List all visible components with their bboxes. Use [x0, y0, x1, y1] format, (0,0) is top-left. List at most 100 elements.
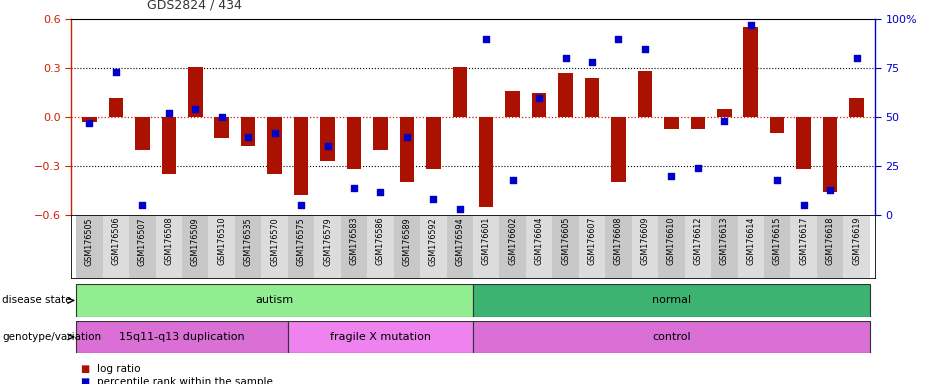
Point: [240, 134, 255, 140]
Point: [82, 120, 97, 126]
Text: GSM176602: GSM176602: [508, 217, 517, 265]
Text: control: control: [652, 332, 691, 342]
Text: GSM176617: GSM176617: [799, 217, 808, 265]
Bar: [770, 117, 784, 134]
Text: GSM176509: GSM176509: [191, 217, 200, 266]
Point: [214, 114, 229, 120]
Point: [585, 59, 600, 65]
Bar: [188, 66, 202, 117]
Bar: [452, 66, 467, 117]
Point: [134, 202, 149, 208]
Text: GSM176615: GSM176615: [773, 217, 781, 265]
Point: [293, 202, 308, 208]
Bar: [605, 215, 632, 278]
Point: [797, 202, 812, 208]
Bar: [82, 117, 96, 122]
Point: [822, 187, 837, 193]
Bar: [77, 284, 473, 317]
Text: fragile X mutation: fragile X mutation: [330, 332, 431, 342]
Bar: [208, 215, 235, 278]
Bar: [505, 91, 520, 117]
Bar: [235, 215, 261, 278]
Bar: [797, 117, 811, 169]
Point: [161, 110, 176, 116]
Text: GSM176510: GSM176510: [218, 217, 226, 265]
Point: [505, 177, 520, 183]
Point: [558, 55, 573, 61]
Bar: [823, 117, 837, 192]
Text: GSM176507: GSM176507: [138, 217, 147, 266]
Bar: [473, 215, 499, 278]
Bar: [130, 215, 155, 278]
Text: autism: autism: [255, 295, 293, 306]
Bar: [611, 117, 625, 182]
Bar: [691, 117, 705, 129]
Bar: [685, 215, 711, 278]
Text: GSM176583: GSM176583: [349, 217, 359, 265]
Text: GSM176618: GSM176618: [826, 217, 834, 265]
Bar: [321, 117, 335, 161]
Text: GSM176619: GSM176619: [852, 217, 861, 265]
Bar: [638, 71, 652, 117]
Bar: [473, 321, 869, 353]
Text: GSM176604: GSM176604: [534, 217, 544, 265]
Bar: [744, 27, 758, 117]
Point: [426, 196, 441, 202]
Point: [346, 185, 361, 191]
Text: GSM176508: GSM176508: [165, 217, 173, 265]
Point: [691, 165, 706, 171]
Bar: [658, 215, 685, 278]
Point: [479, 36, 494, 42]
Point: [320, 144, 335, 150]
Point: [638, 46, 653, 52]
Bar: [499, 215, 526, 278]
Bar: [552, 215, 579, 278]
Bar: [717, 109, 731, 117]
Point: [744, 22, 759, 28]
Bar: [632, 215, 658, 278]
Text: GSM176589: GSM176589: [402, 217, 412, 266]
Point: [849, 55, 864, 61]
Text: 15q11-q13 duplication: 15q11-q13 duplication: [119, 332, 245, 342]
Bar: [103, 215, 130, 278]
Text: normal: normal: [652, 295, 691, 306]
Bar: [155, 215, 182, 278]
Bar: [447, 215, 473, 278]
Bar: [711, 215, 738, 278]
Bar: [109, 98, 123, 117]
Bar: [850, 98, 864, 117]
Point: [611, 36, 626, 42]
Point: [187, 106, 202, 113]
Bar: [288, 321, 473, 353]
Text: GSM176613: GSM176613: [720, 217, 728, 265]
Bar: [373, 117, 388, 150]
Bar: [341, 215, 367, 278]
Text: GSM176609: GSM176609: [640, 217, 650, 265]
Bar: [314, 215, 341, 278]
Bar: [532, 93, 547, 117]
Text: GSM176607: GSM176607: [587, 217, 597, 265]
Bar: [77, 215, 103, 278]
Bar: [664, 117, 678, 129]
Text: GSM176610: GSM176610: [667, 217, 675, 265]
Bar: [346, 117, 361, 169]
Bar: [294, 117, 308, 195]
Text: GSM176575: GSM176575: [296, 217, 306, 266]
Bar: [843, 215, 869, 278]
Point: [532, 94, 547, 101]
Text: GSM176605: GSM176605: [561, 217, 570, 265]
Text: log ratio: log ratio: [97, 364, 141, 374]
Bar: [367, 215, 394, 278]
Point: [770, 177, 785, 183]
Bar: [764, 215, 791, 278]
Bar: [241, 117, 255, 147]
Bar: [394, 215, 420, 278]
Bar: [791, 215, 816, 278]
Text: GSM176579: GSM176579: [323, 217, 332, 266]
Bar: [215, 117, 229, 138]
Bar: [162, 117, 176, 174]
Text: GSM176535: GSM176535: [244, 217, 253, 266]
Text: GSM176614: GSM176614: [746, 217, 755, 265]
Point: [717, 118, 732, 124]
Text: GSM176570: GSM176570: [271, 217, 279, 266]
